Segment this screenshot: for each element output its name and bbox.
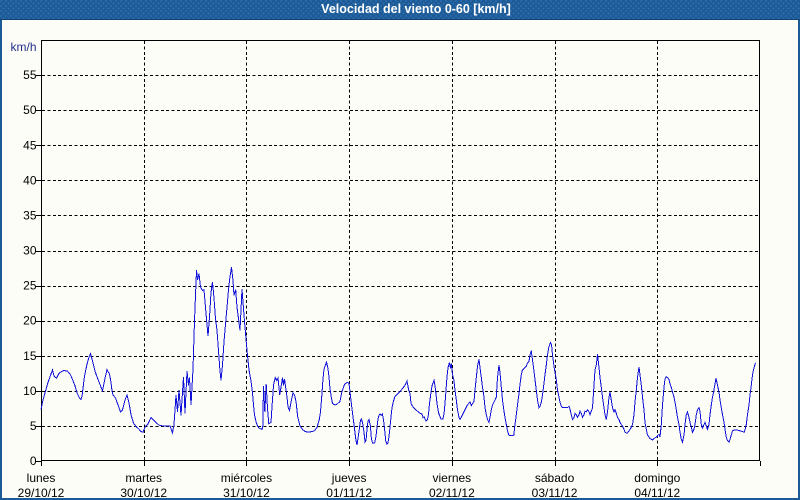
y-tick-label-5: 5 — [30, 419, 37, 433]
title-bar: Velocidad del viento 0-60 [km/h] — [0, 0, 800, 20]
y-tick-label-15: 15 — [23, 349, 37, 363]
wind-speed-line — [40, 267, 756, 446]
x-date-label-3: 01/11/12 — [326, 486, 372, 498]
y-tick-label-30: 30 — [23, 244, 37, 258]
y-tick-label-50: 50 — [23, 103, 37, 117]
y-tick-label-35: 35 — [23, 208, 37, 222]
plot-area — [41, 40, 760, 461]
x-day-label-4: viernes — [433, 471, 472, 485]
y-tick-label-55: 55 — [23, 68, 37, 82]
x-date-label-4: 02/11/12 — [429, 486, 475, 498]
x-day-label-5: sábado — [535, 471, 575, 485]
y-tick-label-25: 25 — [23, 279, 37, 293]
x-day-label-0: lunes — [27, 471, 56, 485]
y-tick-label-10: 10 — [23, 384, 37, 398]
x-date-label-0: 29/10/12 — [18, 486, 65, 498]
y-axis-unit-label: km/h — [10, 40, 36, 54]
x-day-label-6: domingo — [634, 471, 680, 485]
plot-border — [41, 40, 760, 461]
x-date-label-1: 30/10/12 — [120, 486, 167, 498]
x-day-label-2: miércoles — [221, 471, 272, 485]
chart-title: Velocidad del viento 0-60 [km/h] — [321, 2, 511, 16]
y-tick-label-20: 20 — [23, 314, 37, 328]
x-date-label-2: 31/10/12 — [223, 486, 270, 498]
x-date-label-5: 03/11/12 — [532, 486, 578, 498]
x-day-label-3: jueves — [331, 471, 367, 485]
y-tick-label-45: 45 — [23, 138, 37, 152]
x-date-label-6: 04/11/12 — [634, 486, 680, 498]
x-day-label-1: martes — [125, 471, 162, 485]
y-tick-label-0: 0 — [30, 454, 37, 468]
y-tick-label-40: 40 — [23, 173, 37, 187]
